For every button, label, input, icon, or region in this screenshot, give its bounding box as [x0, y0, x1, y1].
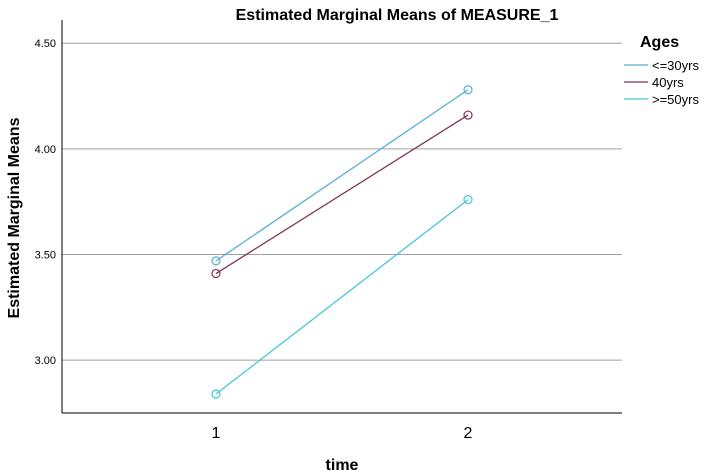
- legend-label: <=30yrs: [652, 58, 699, 73]
- series-1: [211, 110, 473, 279]
- data-point: [463, 85, 473, 95]
- y-tick-label: 3.50: [35, 250, 56, 262]
- grid-lines: [62, 42, 622, 361]
- data-point: [463, 110, 473, 120]
- legend-label: >=50yrs: [652, 92, 699, 107]
- x-tick-label: 2: [464, 425, 473, 442]
- x-tick-label: 1: [212, 425, 221, 442]
- series-0: [211, 85, 473, 266]
- legend-label: 40yrs: [652, 75, 684, 90]
- legend-title: Ages: [640, 34, 679, 51]
- series-group: [211, 85, 473, 399]
- y-tick-label: 4.50: [35, 38, 56, 50]
- y-ticks: 3.00 3.50 4.00 4.50: [35, 38, 56, 367]
- series-line: [215, 114, 469, 275]
- data-point: [211, 256, 221, 266]
- x-axis-label: time: [326, 457, 359, 471]
- y-axis-label: Estimated Marginal Means: [6, 117, 23, 318]
- data-point: [211, 389, 221, 399]
- series-2: [211, 194, 473, 399]
- series-line: [215, 89, 469, 262]
- legend: Ages <=30yrs 40yrs >=50yrs: [624, 34, 699, 107]
- data-point: [211, 268, 221, 279]
- axes: [61, 20, 622, 414]
- series-line: [215, 199, 469, 395]
- chart-title: Estimated Marginal Means of MEASURE_1: [236, 7, 559, 24]
- y-tick-label: 3.00: [35, 355, 56, 367]
- data-point: [463, 194, 473, 205]
- y-tick-label: 4.00: [35, 144, 56, 156]
